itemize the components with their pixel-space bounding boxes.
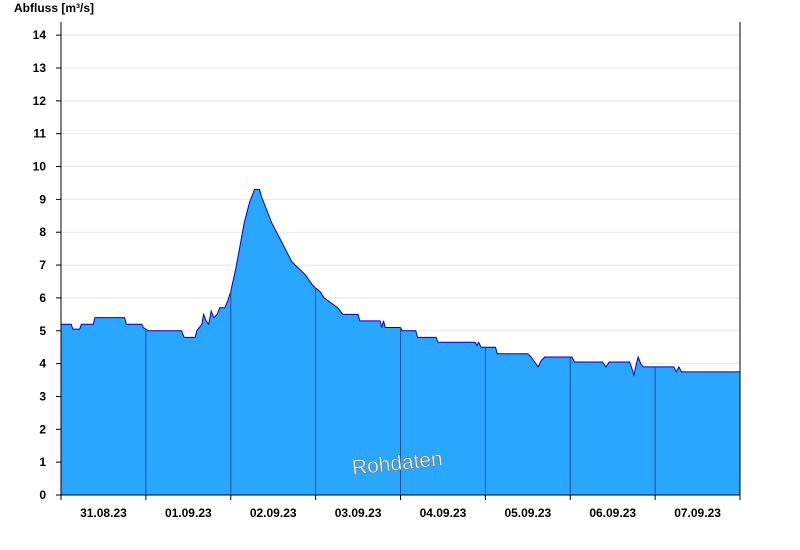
y-tick-label: 6 [39,291,46,305]
y-tick-label: 12 [33,94,47,108]
y-tick-label: 5 [39,324,46,338]
y-tick-label: 4 [39,357,46,371]
y-tick-label: 1 [39,455,46,469]
y-axis-label: Abfluss [m³/s] [14,1,95,15]
x-tick-label: 06.09.23 [589,506,636,520]
x-tick-label: 03.09.23 [335,506,382,520]
y-tick-label: 2 [39,422,46,436]
y-tick-label: 0 [39,488,46,502]
day-separators [145,288,656,495]
y-tick-label: 3 [39,389,46,403]
x-tick-label: 31.08.23 [80,506,127,520]
x-tick-label: 01.09.23 [165,506,212,520]
y-tick-label: 9 [39,192,46,206]
x-tick-labels: 31.08.23 01.09.23 02.09.23 03.09.23 04.09.23… [80,506,721,520]
y-tick-label: 8 [39,225,46,239]
x-tick-label: 05.09.23 [504,506,551,520]
y-tick-label: 10 [33,160,47,174]
y-tick-label: 11 [33,127,46,141]
y-tick-label: 13 [33,61,47,75]
watermark-label: Rohdaten [351,447,444,479]
axes [56,22,741,500]
y-tick-label: 7 [39,258,46,272]
x-tick-label: 02.09.23 [250,506,297,520]
x-tick-label: 04.09.23 [420,506,467,520]
discharge-line [61,189,740,378]
y-tick-label: 14 [33,28,47,42]
x-tick-label: 07.09.23 [674,506,721,520]
